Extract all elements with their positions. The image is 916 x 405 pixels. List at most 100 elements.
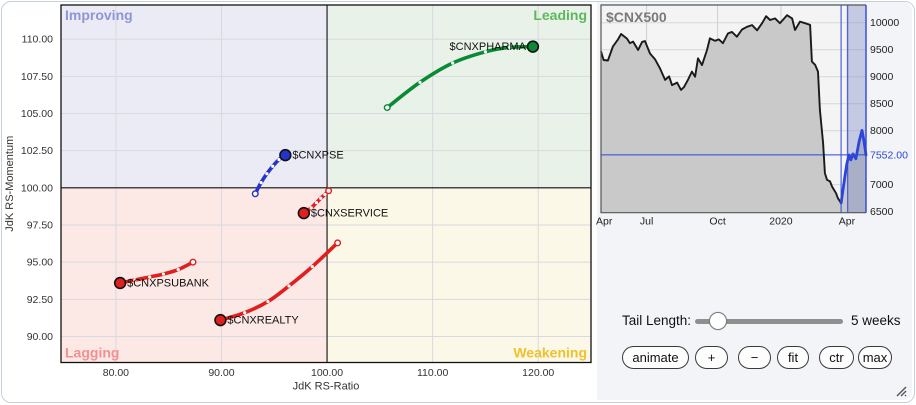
quadrant-label-weakening: Weakening (513, 345, 587, 361)
series-$CNXSERVICE: $CNXSERVICE (297, 187, 388, 220)
tail-start-marker (334, 239, 342, 247)
series-endpoint[interactable] (214, 313, 227, 327)
series-$CNXPSE: $CNXPSE (251, 148, 344, 198)
x-tick-label: 90.00 (208, 367, 234, 379)
tail-marker (310, 265, 314, 269)
series-tail (218, 241, 340, 322)
tail-marker (271, 164, 275, 168)
current-price-label: 7552.00 (870, 149, 908, 161)
y-axis-title: JdK RS-Momentum (4, 136, 16, 232)
tail-marker (148, 275, 152, 279)
tail-marker (451, 61, 455, 65)
tail-marker (259, 181, 263, 185)
mini-y-tick-label: 9000 (870, 71, 894, 83)
quadrant-leading (327, 5, 591, 188)
series-tail (385, 44, 535, 110)
center-button[interactable]: ctr (819, 346, 854, 369)
tail-start-marker (189, 258, 197, 266)
x-tick-label: 120.00 (522, 367, 554, 379)
quadrant-label-improving: Improving (65, 7, 133, 23)
mini-x-tick-label: Apr (839, 216, 856, 228)
quadrant-weakening (327, 187, 591, 363)
series-label: $CNXSERVICE (311, 208, 388, 220)
rrg-chart: Improving Leading Lagging Weakening 110.00 10… (4, 4, 592, 393)
tail-marker (314, 201, 319, 205)
series-endpoint[interactable] (113, 276, 127, 290)
mini-x-tick-label: 2020 (769, 216, 793, 228)
tail-marker (319, 196, 323, 200)
tail-start-marker (383, 104, 391, 112)
tail-length-slider-track[interactable] (695, 319, 843, 324)
series-endpoint[interactable] (526, 40, 540, 53)
tail-marker (483, 50, 488, 54)
tail-length-label: Tail Length: (622, 313, 692, 328)
max-button[interactable]: max (858, 346, 892, 369)
mini-chart-title: $CNX500 (606, 9, 667, 25)
resize-handle-icon[interactable] (893, 383, 908, 398)
mini-price-chart: 10000 9500 9000 8500 8000 7000 6500 7552.00 Apr J… (596, 4, 908, 228)
tail-marker (277, 157, 281, 162)
price-line-recent (839, 129, 868, 205)
series-label: $CNXPHARMA (450, 41, 527, 53)
tail-start-marker (251, 190, 259, 198)
y-tick-label: 95.00 (27, 257, 53, 269)
y-tick-label: 92.50 (27, 294, 53, 306)
mini-x-tick-label: Jul (640, 216, 653, 228)
tail-window-highlight (847, 5, 866, 213)
x-axis-title: JdK RS-Ratio (293, 381, 360, 393)
tail-marker (161, 272, 166, 276)
mini-y-tick-label: 6500 (870, 206, 894, 218)
series-$CNXPSUBANK: $CNXPSUBANK (113, 258, 210, 290)
tail-marker (287, 284, 291, 288)
x-tick-label: 100.00 (311, 367, 343, 379)
zoom-out-button[interactable]: − (738, 346, 771, 369)
tail-length-slider-thumb[interactable] (709, 312, 727, 330)
mini-y-tick-label: 9500 (870, 44, 894, 56)
mini-chart-border (600, 4, 866, 214)
price-area-fill (601, 15, 866, 213)
mini-y-tick-label: 7000 (870, 179, 894, 191)
tail-marker (243, 311, 247, 315)
y-tick-label: 105.00 (21, 108, 53, 120)
y-tick-label: 97.50 (27, 220, 53, 232)
series-label: $CNXREALTY (227, 315, 299, 327)
series-$CNXREALTY: $CNXREALTY (214, 239, 342, 327)
x-tick-label: 80.00 (103, 367, 129, 379)
x-tick-label: 110.00 (417, 367, 448, 379)
tail-start-marker (325, 187, 333, 195)
price-line (600, 14, 842, 204)
series-label: $CNXPSUBANK (127, 277, 210, 289)
mini-x-tick-label: Apr (596, 216, 613, 228)
mini-y-tick-label: 8000 (870, 125, 894, 137)
tail-marker (418, 80, 422, 84)
y-tick-label: 100.00 (21, 182, 53, 194)
mini-x-tick-label: Oct (709, 216, 725, 228)
tail-length-value: 5 weeks (851, 313, 901, 328)
tail-marker (323, 192, 327, 197)
series-endpoint[interactable] (279, 148, 292, 162)
mini-y-tick-label: 8500 (870, 98, 894, 110)
series-label: $CNXPSE (292, 150, 343, 162)
y-tick-label: 110.00 (22, 34, 53, 46)
tail-marker (133, 278, 137, 282)
y-tick-label: 107.50 (21, 71, 53, 83)
tail-marker (266, 299, 270, 304)
tail-marker (176, 267, 180, 272)
y-tick-label: 102.50 (21, 145, 53, 157)
quadrant-label-lagging: Lagging (65, 345, 119, 361)
quadrant-label-leading: Leading (533, 7, 587, 23)
tail-marker (309, 206, 313, 210)
animate-button[interactable]: animate (622, 346, 689, 369)
tail-marker (265, 172, 269, 176)
zoom-in-button[interactable]: + (695, 346, 728, 369)
series-endpoint[interactable] (297, 206, 311, 220)
quadrant-lagging (61, 187, 328, 363)
mini-y-tick-label: 10000 (870, 17, 899, 29)
plot-border (60, 4, 592, 364)
fit-button[interactable]: fit (777, 346, 809, 369)
y-tick-label: 90.00 (27, 331, 53, 343)
tail-marker (508, 45, 512, 49)
series-$CNXPHARMA: $CNXPHARMA (383, 40, 540, 112)
